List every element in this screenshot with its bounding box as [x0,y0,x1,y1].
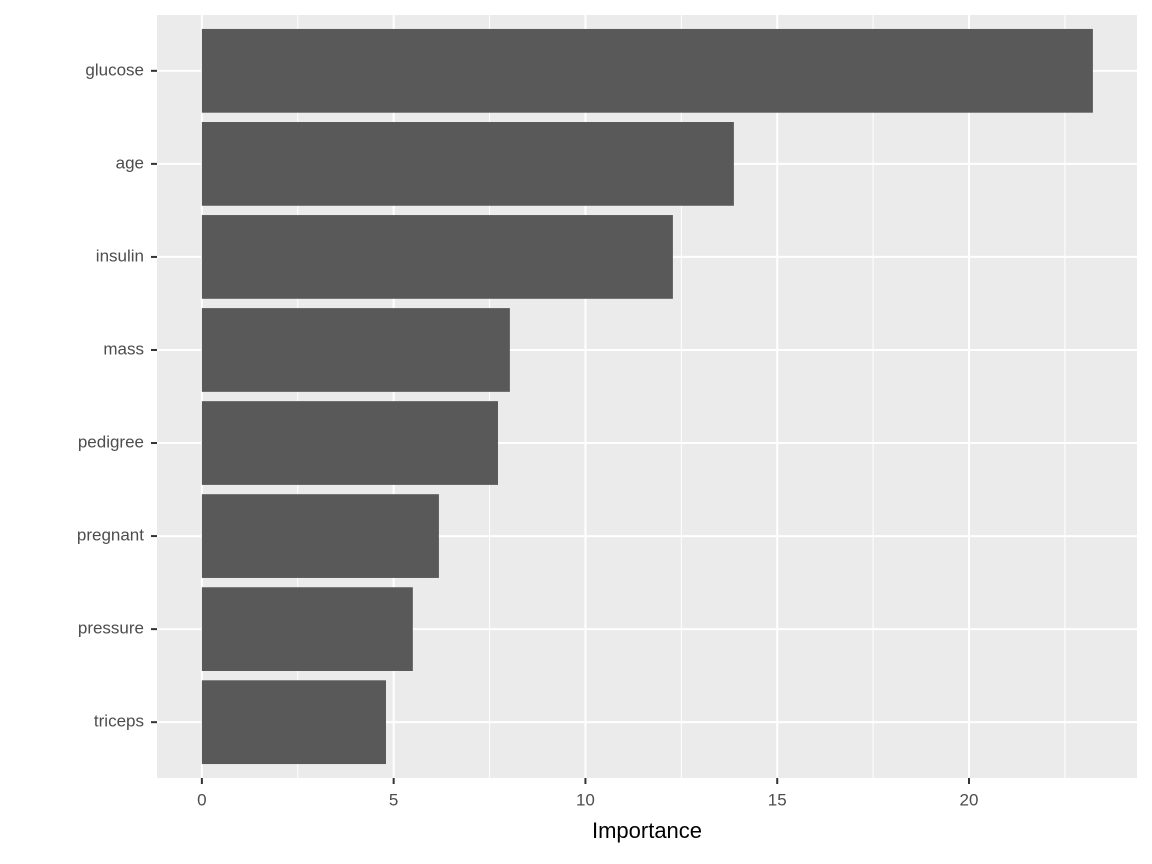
y-tick-label: mass [103,339,144,358]
bar [201,122,734,206]
y-tick-label: glucose [85,60,144,79]
x-tick-label: 0 [197,790,206,809]
x-axis-title: Importance [592,818,702,843]
x-tick-label: 20 [960,790,979,809]
x-tick-label: 15 [768,790,787,809]
y-tick-label: age [116,153,144,172]
x-tick-label: 10 [576,790,595,809]
bar [201,215,673,299]
y-tick-label: pedigree [78,433,144,452]
bar [201,401,498,485]
y-tick-label: pressure [78,619,144,638]
bars [201,28,1093,765]
y-tick-label: triceps [94,712,144,731]
y-tick-label: insulin [96,246,144,265]
bar [201,308,510,392]
bar [201,680,386,765]
y-tick-label: pregnant [77,526,144,545]
bar [201,28,1093,113]
bar [201,587,413,671]
bar [201,494,439,578]
x-tick-label: 5 [389,790,398,809]
